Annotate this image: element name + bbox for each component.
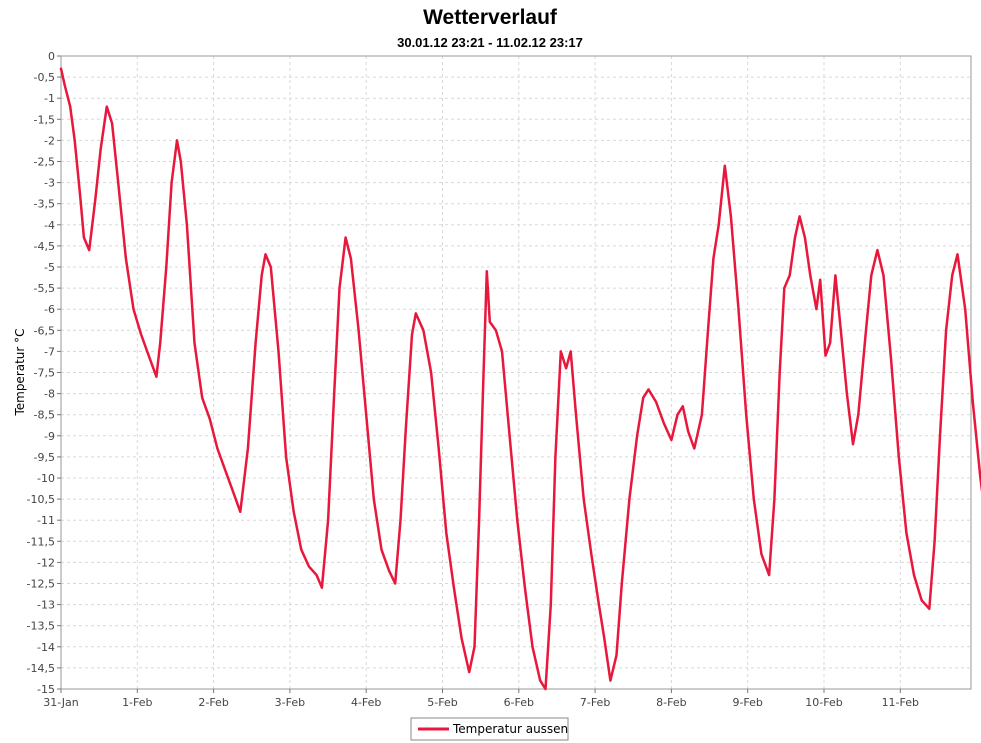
y-tick-label: -6 [44,303,55,316]
x-tick-label: 8-Feb [656,696,686,709]
y-tick-label: -7,5 [34,367,55,380]
y-tick-label: -8,5 [34,409,55,422]
y-tick-label: -2 [44,134,55,147]
chart-subtitle: 30.01.12 23:21 - 11.02.12 23:17 [397,35,583,50]
x-tick-label: 4-Feb [351,696,381,709]
y-tick-label: -6,5 [34,324,55,337]
y-tick-label: -12,5 [27,578,55,591]
y-tick-label: -10 [37,472,55,485]
y-tick-label: -4,5 [34,240,55,253]
series-layer [59,67,981,691]
x-tick-label: 6-Feb [504,696,534,709]
y-tick-label: -7 [44,345,55,358]
y-tick-label: -4 [44,219,55,232]
x-tick-label: 3-Feb [275,696,305,709]
y-tick-label: -11,5 [27,535,55,548]
x-tick-label: 7-Feb [580,696,610,709]
legend-box [410,717,569,741]
y-axis: 0 -0,5 -1 -1,5 -2 -2,5 -3 -3,5 -4 -4,5 -5 -5,5 -6 -6,… [27,50,61,696]
y-tick-label: -5,5 [34,282,55,295]
legend-label: Temperatur aussen [452,722,568,736]
y-tick-label: -1 [44,92,55,105]
y-tick-label: -0,5 [34,71,55,84]
y-tick-label: -5 [44,261,55,274]
y-tick-label: -10,5 [27,493,55,506]
y-tick-label: -9 [44,430,55,443]
y-tick-label: -15 [37,683,55,696]
y-tick-label: -12 [37,556,55,569]
y-tick-label: -1,5 [34,113,55,126]
x-axis: 31-Jan 1-Feb 2-Feb 3-Feb 4-Feb 5-Feb 6-Feb 7-Fe… [43,689,919,709]
x-tick-label: 5-Feb [427,696,457,709]
y-tick-label: -9,5 [34,451,55,464]
y-axis-label: Temperatur °C [13,328,27,416]
y-tick-label: -2,5 [34,156,55,169]
y-tick-label: -11 [37,514,55,527]
y-tick-label: -3,5 [34,198,55,211]
y-tick-label: -14,5 [27,662,55,675]
grid-lines [60,55,971,690]
y-tick-label: -8 [44,388,55,401]
y-tick-label: -14 [37,641,55,654]
legend: Temperatur aussen [410,717,569,741]
x-tick-label: 10-Feb [805,696,842,709]
y-tick-label: -13 [37,599,55,612]
x-tick-label: 9-Feb [732,696,762,709]
y-tick-label: -13,5 [27,620,55,633]
series-line-temperatur-aussen [59,67,981,691]
y-tick-label: 0 [48,50,55,63]
chart-title: Wetterverlauf [423,6,558,29]
x-tick-label: 1-Feb [122,696,152,709]
x-tick-label: 31-Jan [43,696,79,709]
x-tick-label: 11-Feb [882,696,919,709]
x-tick-label: 2-Feb [198,696,228,709]
y-tick-label: -3 [44,177,55,190]
